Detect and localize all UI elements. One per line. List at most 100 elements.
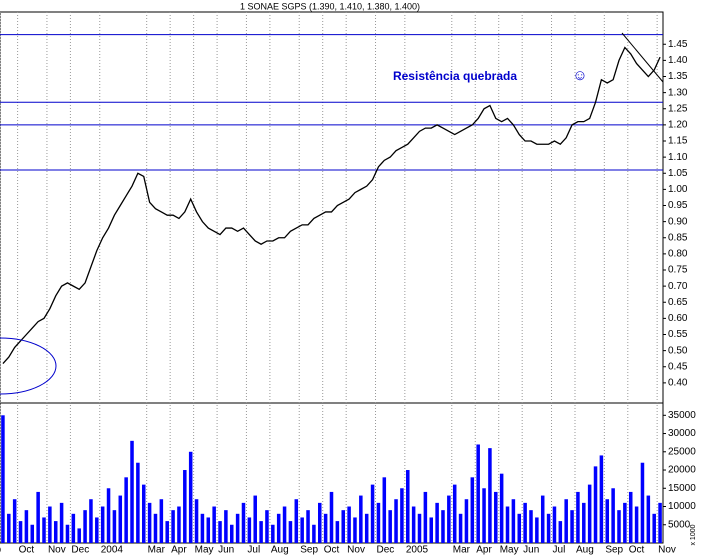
x-tick-label: Jul	[247, 545, 260, 556]
volume-bar	[271, 524, 275, 543]
x-tick-label: Mar	[453, 545, 471, 556]
volume-bar	[282, 506, 287, 543]
y-tick-label: 1.05	[668, 168, 688, 179]
y-tick-label: 35000	[668, 410, 696, 421]
y-tick-label: 1.35	[668, 71, 688, 82]
volume-bar	[464, 499, 469, 543]
volume-bar	[488, 448, 492, 543]
volume-bar	[100, 506, 105, 543]
volume-bar	[106, 488, 111, 543]
volume-bar	[141, 484, 146, 543]
volume-bar	[188, 451, 193, 543]
volume-bar	[259, 521, 263, 543]
y-tick-label: 1.40	[668, 55, 688, 66]
volume-bar	[546, 513, 551, 543]
volume-bar	[617, 510, 621, 543]
volume-bar	[18, 521, 23, 543]
volume-bar	[329, 491, 334, 543]
volume-bar	[318, 502, 322, 543]
volume-bar	[229, 524, 234, 543]
x-tick-label: Jul	[553, 545, 566, 556]
volume-bar	[147, 502, 152, 543]
y-tick-label: 0.70	[668, 281, 688, 292]
volume-bar	[359, 495, 363, 543]
volume-bar	[628, 491, 633, 543]
y-tick-label: 0.85	[668, 232, 688, 243]
volume-bar	[218, 521, 222, 543]
volume-bar	[370, 484, 375, 543]
y-tick-label: 1.10	[668, 152, 688, 163]
volume-bar	[593, 466, 598, 543]
x-tick-label: 2004	[101, 545, 124, 556]
volume-bar	[423, 491, 428, 543]
volume-bar	[652, 513, 656, 543]
volume-bar	[411, 506, 416, 543]
y-tick-label: 1.45	[668, 39, 688, 50]
volume-bar	[611, 488, 615, 543]
y-tick-label: 0.90	[668, 216, 688, 227]
chart-title: 1 SONAE SGPS (1.390, 1.410, 1.380, 1.400…	[240, 1, 420, 11]
x-tick-label: Aug	[271, 545, 289, 556]
volume-bar	[136, 462, 140, 543]
volume-bar	[42, 517, 46, 543]
volume-bar	[212, 506, 216, 543]
y-tick-label: 10000	[668, 501, 696, 512]
volume-bar	[177, 506, 181, 543]
x-tick-label: Sep	[300, 545, 318, 556]
volume-bar	[499, 473, 504, 543]
volume-bar	[83, 510, 87, 543]
volume-bar	[65, 524, 70, 543]
x-tick-label: Dec	[71, 545, 89, 556]
volume-bar	[224, 510, 228, 543]
volume-bar	[323, 513, 328, 543]
x-tick-label: Oct	[19, 545, 35, 556]
volume-bar	[605, 499, 610, 543]
volume-bar	[24, 510, 29, 543]
x-tick-label: May	[195, 545, 214, 556]
x-tick-label: Sep	[605, 545, 623, 556]
volume-bar	[529, 510, 533, 543]
volume-bar	[535, 517, 539, 543]
x-tick-label: Nov	[347, 545, 365, 556]
volume-bar	[276, 513, 281, 543]
volume-bar	[587, 484, 592, 543]
volume-bar	[429, 517, 434, 543]
volume-bar	[265, 510, 269, 543]
y-tick-label: 0.60	[668, 313, 688, 324]
volume-bar	[347, 506, 351, 543]
volume-bar	[458, 513, 463, 543]
y-tick-label: 0.75	[668, 265, 688, 276]
volume-bar	[71, 513, 76, 543]
y-tick-label: 1.30	[668, 87, 688, 98]
volume-bar	[159, 499, 164, 543]
volume-bar	[300, 517, 304, 543]
volume-bar	[59, 502, 64, 543]
volume-bar	[658, 502, 662, 543]
volume-bar	[194, 499, 199, 543]
volume-bar	[552, 506, 557, 543]
volume-bar	[582, 502, 586, 543]
volume-bar	[394, 499, 398, 543]
volume-bar	[417, 513, 422, 543]
volume-bar	[124, 477, 128, 543]
y-tick-label: 15000	[668, 483, 696, 494]
y-tick-label: 0.80	[668, 249, 688, 260]
volume-bar	[247, 517, 252, 543]
highlight-ellipse	[0, 337, 57, 395]
y-tick-label: 1.25	[668, 103, 688, 114]
annotation-icon: ☺	[572, 67, 587, 84]
volume-bar	[406, 470, 410, 543]
x-tick-label: Mar	[148, 545, 166, 556]
x-tick-label: Apr	[476, 545, 492, 556]
volume-bar	[634, 506, 639, 543]
volume-bar	[206, 517, 211, 543]
volume-bar	[452, 484, 457, 543]
y-tick-label: 1.00	[668, 184, 688, 195]
volume-bar	[523, 502, 527, 543]
volume-bar	[12, 499, 17, 543]
y-tick-label: 1.15	[668, 136, 688, 147]
volume-bar	[599, 455, 604, 543]
y-tick-label: 30000	[668, 428, 696, 439]
volume-bar	[335, 521, 340, 543]
volume-bar	[89, 499, 93, 543]
